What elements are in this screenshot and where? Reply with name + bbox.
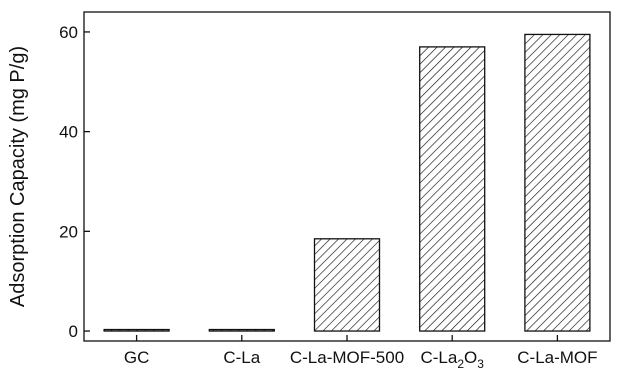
bar <box>103 328 170 332</box>
y-tick-label: 20 <box>59 222 78 241</box>
y-tick-label: 0 <box>69 322 78 341</box>
x-tick-label: C-La-MOF-500 <box>290 348 404 367</box>
y-axis-ticks: 0 20 40 60 <box>59 23 90 341</box>
y-tick-label: 60 <box>59 23 78 42</box>
bars-group <box>103 33 591 332</box>
x-axis-ticks: GC C-La C-La-MOF-500 C-La2O3 C-La-MOF <box>124 335 598 371</box>
y-tick-label: 40 <box>59 123 78 142</box>
bar <box>208 328 275 332</box>
y-axis-label: Adsorption Capacity (mg P/g) <box>7 46 29 307</box>
bar <box>419 46 486 332</box>
x-tick-label: GC <box>124 348 150 367</box>
x-tick-label: C-La2O3 <box>420 348 484 371</box>
x-tick-label: C-La <box>223 348 260 367</box>
x-tick-label: C-La-MOF <box>517 348 597 367</box>
bar <box>524 33 591 332</box>
bar <box>313 238 381 332</box>
